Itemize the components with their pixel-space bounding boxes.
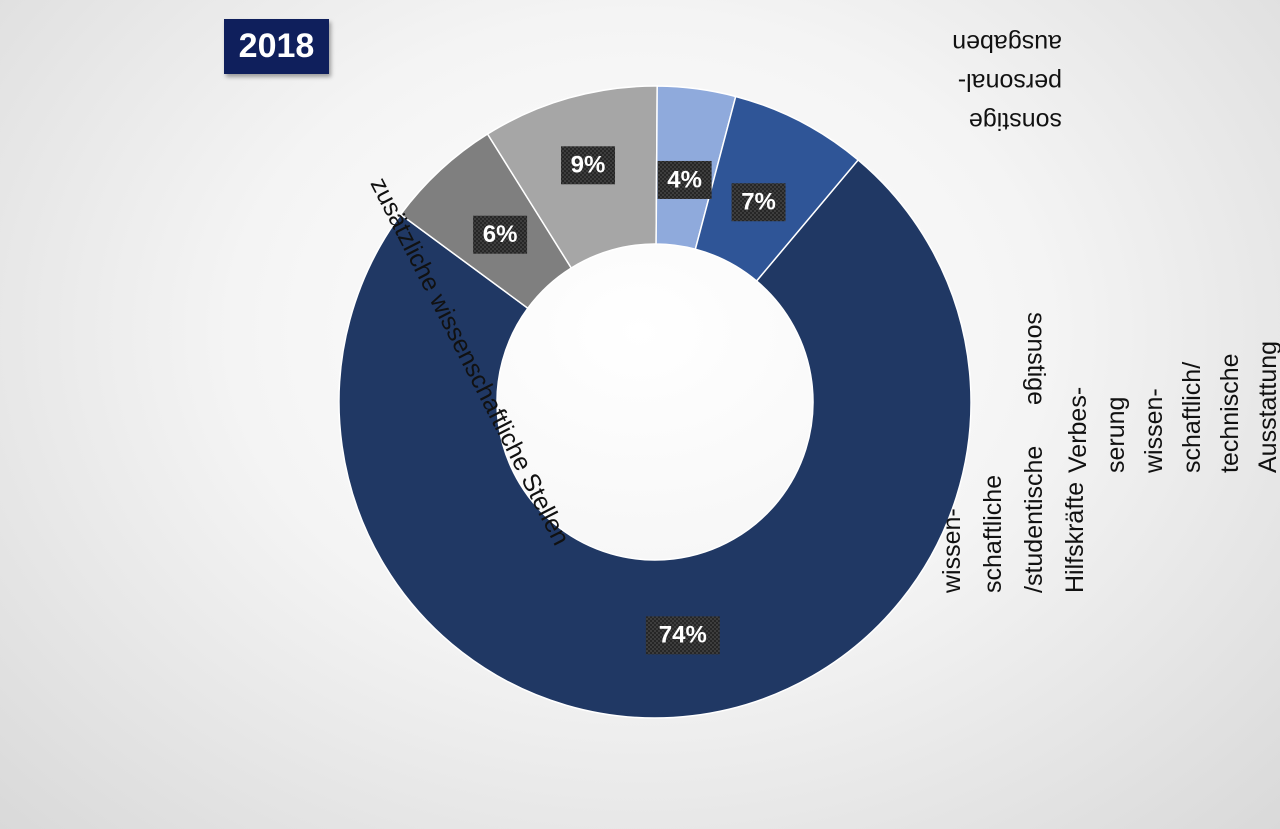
category-label-verbes-serung-wissen-schaftlich-technische-ausstattung: Verbes-serung wissen-schaftlich/technisch…	[1064, 341, 1280, 474]
value-label-wissen-schaftliche-studentische-hilfskrafte: 7%	[741, 189, 776, 216]
category-label-line: technische	[1216, 353, 1244, 473]
category-label-line: serung	[1102, 397, 1130, 473]
category-label-line: schaftliche	[979, 475, 1007, 593]
category-label-sonstige: sonstige	[1022, 312, 1050, 405]
category-label-line: wissen-	[1140, 388, 1168, 474]
category-label-wissen-schaftliche-studentische-hilfskrafte: wissen-schaftliche/studentische Hilfskräf…	[938, 446, 1089, 594]
category-label-line: personal-	[958, 68, 1062, 96]
category-label-line: schaftlich/	[1178, 362, 1206, 473]
year-badge: 2018	[224, 19, 329, 74]
category-label-line: sonstige	[1022, 312, 1050, 405]
value-label-box-sonstige	[561, 146, 616, 185]
value-label-sonstige-personal-ausgaben: 6%	[483, 221, 518, 248]
category-label-line: Verbes-	[1064, 387, 1092, 473]
category-label-sonstige-personal-ausgaben: sonstige personal-ausgaben	[952, 29, 1062, 135]
value-label-box-verbes-serung-wissen-schaftlich-technische-ausstattung	[657, 160, 712, 199]
category-label-line: Hilfskräfte	[1061, 482, 1089, 593]
value-label-verbes-serung-wissen-schaftlich-technische-ausstattung: 4%	[667, 166, 702, 193]
value-label-box-wissen-schaftliche-studentische-hilfskrafte	[731, 183, 786, 222]
category-label-line: ausgaben	[952, 29, 1062, 57]
category-label-line: sonstige	[969, 107, 1062, 135]
category-label-line: wissen-	[938, 508, 966, 594]
slice-zusatzliche-wissenschaftliche-stellen	[338, 158, 972, 719]
value-label-sonstige: 9%	[571, 152, 606, 179]
category-label-line: Ausstattung	[1254, 341, 1280, 473]
value-label-box-sonstige-personal-ausgaben	[473, 215, 528, 254]
value-label-zusatzliche-wissenschaftliche-stellen: 74%	[659, 622, 707, 649]
value-label-box-zusatzliche-wissenschaftliche-stellen	[645, 616, 720, 655]
category-label-line: /studentische	[1020, 446, 1048, 593]
